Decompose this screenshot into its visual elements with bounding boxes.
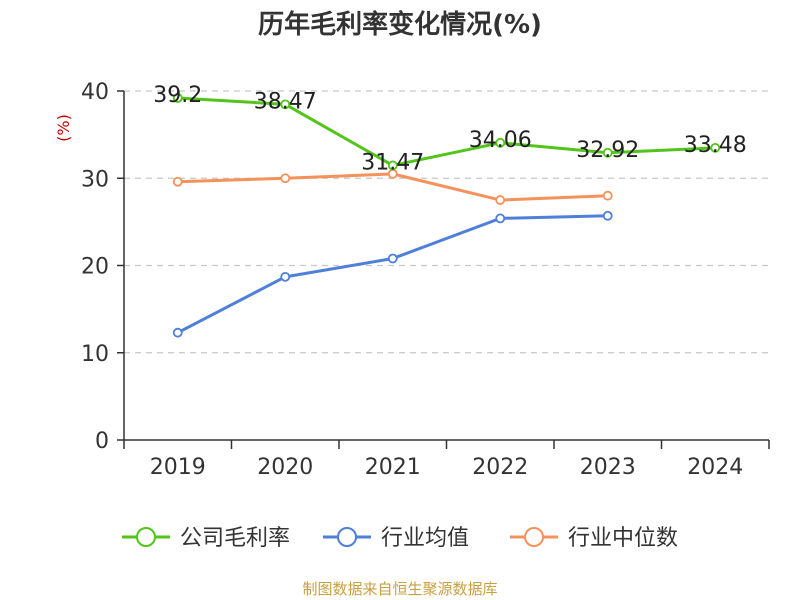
y-tick-label: 30 [81, 167, 109, 192]
data-point [280, 271, 291, 282]
x-tick-label: 2020 [257, 455, 313, 480]
legend-item[interactable]: 行业均值 [323, 526, 469, 551]
legend-label: 行业中位数 [568, 526, 678, 551]
legend[interactable]: 公司毛利率 行业均值 行业中位数 [122, 526, 678, 551]
plot-series [172, 93, 721, 338]
data-point [495, 137, 506, 148]
data-point [172, 176, 183, 187]
source-note: 制图数据来自恒生聚源数据库 [302, 580, 497, 598]
series-line-0 [177, 96, 716, 167]
data-point [387, 253, 398, 264]
x-tick-label: 2023 [580, 455, 636, 480]
data-point [710, 142, 721, 153]
y-tick-label: 20 [81, 255, 109, 280]
data-labels: 39.2 38.47 31.47 34.06 32.92 33.48 [153, 83, 746, 175]
legend-marker-icon [337, 527, 357, 547]
data-point [495, 195, 506, 205]
data-label: 34.06 [469, 128, 532, 153]
data-point [172, 93, 183, 103]
y-tick-label: 40 [81, 80, 109, 105]
series-line-1 [177, 214, 608, 335]
legend-marker-icon [136, 527, 156, 547]
axes: 0 10 20 30 40 2019 2020 2021 2022 2023 2024 [81, 80, 770, 480]
grid-lines [124, 90, 769, 354]
x-tick-label: 2021 [365, 455, 421, 480]
data-label: 39.2 [153, 83, 202, 108]
legend-marker-icon [524, 527, 544, 547]
legend-item[interactable]: 公司毛利率 [122, 526, 290, 551]
x-tick-label: 2022 [472, 455, 528, 480]
chart-title: 历年毛利率变化情况(%) [258, 9, 542, 40]
y-tick-label: 10 [81, 342, 109, 367]
y-tick-label: 0 [95, 429, 109, 454]
y-axis-unit-label: (%) [54, 114, 73, 142]
data-point [280, 99, 291, 110]
data-point [387, 160, 398, 171]
data-label: 38.47 [254, 89, 317, 114]
legend-label: 行业均值 [381, 526, 469, 551]
data-point [602, 210, 613, 221]
data-label: 31.47 [361, 150, 424, 175]
data-point [280, 173, 291, 184]
data-point [602, 190, 613, 201]
data-point [172, 327, 183, 338]
legend-label: 公司毛利率 [180, 526, 290, 551]
data-point [495, 213, 506, 224]
x-tick-label: 2019 [150, 455, 206, 480]
x-tick-label: 2024 [687, 455, 743, 480]
legend-item[interactable]: 行业中位数 [510, 526, 678, 551]
data-label: 32.92 [576, 138, 639, 163]
data-label: 33.48 [684, 133, 747, 158]
data-point [602, 147, 613, 158]
